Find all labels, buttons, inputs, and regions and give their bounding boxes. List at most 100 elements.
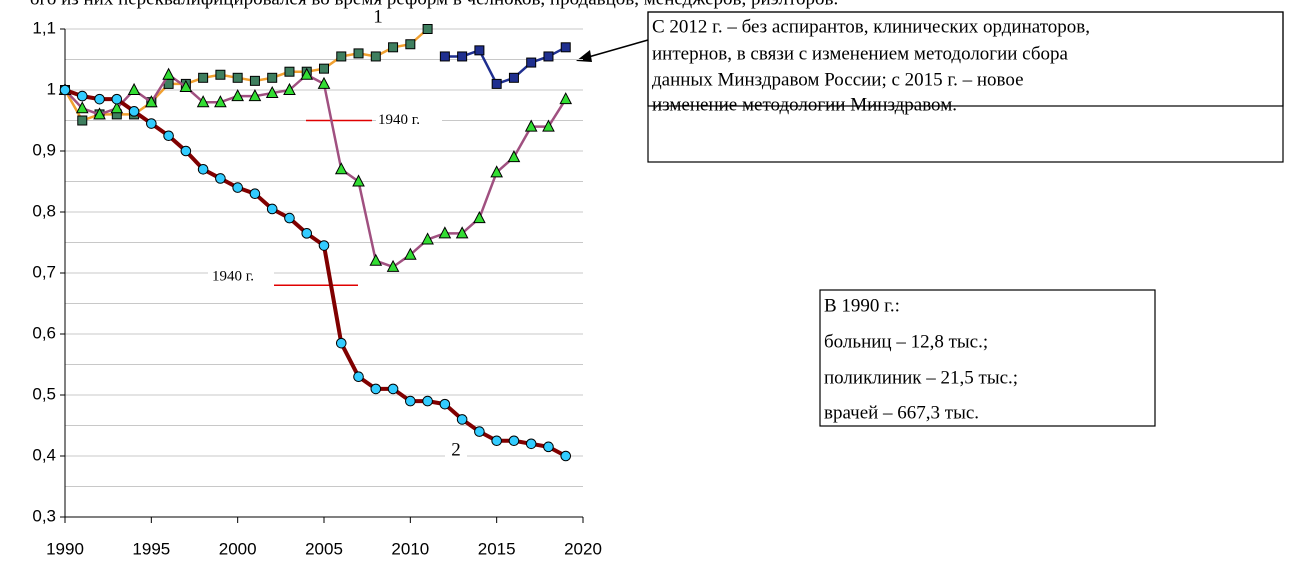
marker	[76, 90, 88, 102]
marker	[267, 72, 278, 83]
marker	[474, 426, 485, 437]
marker	[438, 226, 452, 239]
marker	[232, 72, 243, 83]
marker	[422, 395, 433, 407]
y-tick-label: 0,7	[32, 262, 56, 281]
info-line: врачей – 667,3 тыс.	[824, 402, 979, 423]
marker	[111, 93, 123, 105]
note-line: интернов, в связи с изменением методолог…	[652, 43, 1069, 64]
marker	[179, 79, 193, 92]
x-tick-label: 2005	[305, 539, 343, 558]
x-tick-label: 2015	[478, 539, 516, 558]
marker	[248, 89, 262, 102]
label-bg	[376, 110, 442, 131]
marker	[507, 150, 521, 163]
annotation: 1940 г.	[378, 112, 420, 128]
y-tick-label: 0,3	[32, 506, 56, 525]
marker	[110, 101, 124, 114]
plot: 0,3 0,4 0,5 0,6 0,7 0,8 0,9 1 1,1 1990 1995 2000 200…	[32, 6, 602, 558]
marker	[387, 383, 399, 395]
y-tick-label: 0,9	[32, 140, 56, 159]
annotation: 1	[373, 6, 383, 27]
marker	[388, 42, 399, 53]
x-tick-label: 2010	[391, 539, 429, 558]
marker	[439, 398, 451, 410]
marker	[543, 441, 554, 453]
marker	[404, 247, 417, 260]
marker	[421, 232, 434, 245]
marker	[560, 450, 572, 462]
annotation: 2	[451, 439, 461, 460]
marker	[300, 67, 314, 80]
marker	[490, 165, 503, 178]
marker	[455, 226, 469, 239]
info-box	[819, 289, 1156, 427]
marker	[197, 164, 209, 175]
x-tick-label: 1995	[132, 539, 170, 558]
series-line	[63, 28, 429, 122]
marker	[334, 162, 348, 175]
note-line: данных Минздравом России; с 2015 г. – но…	[652, 69, 1024, 90]
marker	[474, 45, 485, 56]
marker	[162, 67, 175, 80]
marker	[180, 145, 192, 157]
marker	[439, 51, 450, 62]
marker	[524, 119, 538, 132]
marker	[335, 337, 347, 349]
note-box	[647, 11, 1284, 107]
marker	[456, 414, 468, 425]
x-tick-label: 1990	[46, 539, 84, 558]
marker	[75, 101, 89, 114]
label-bg	[445, 439, 467, 463]
marker	[93, 107, 106, 120]
marker	[369, 253, 383, 266]
marker	[542, 119, 555, 132]
marker	[336, 51, 347, 62]
marker	[422, 24, 433, 34]
marker	[353, 48, 364, 59]
marker	[405, 395, 416, 407]
header-text: ого из них переквалифицировался во время…	[30, 0, 838, 9]
marker	[370, 383, 382, 395]
y-tick-label: 0,5	[32, 384, 56, 403]
marker	[559, 92, 573, 105]
arrow-head	[576, 50, 592, 62]
marker	[301, 228, 313, 239]
marker	[127, 82, 141, 95]
marker	[457, 51, 468, 62]
marker	[560, 42, 571, 53]
marker	[491, 78, 502, 89]
marker	[215, 69, 226, 80]
x-tick-label: 2000	[219, 539, 257, 558]
y-tick-label: 1	[47, 79, 56, 98]
marker	[525, 438, 537, 450]
annotation: 1940 г.	[212, 269, 254, 285]
marker	[526, 57, 537, 68]
marker	[284, 212, 295, 224]
marker	[146, 118, 157, 129]
arrow	[584, 39, 649, 59]
y-tick-label: 1,1	[32, 18, 56, 37]
marker	[508, 72, 519, 83]
marker	[196, 95, 210, 108]
note-box-frame	[647, 11, 1284, 163]
marker	[163, 130, 174, 142]
y-tick-label: 0,8	[32, 201, 56, 220]
marker	[232, 182, 243, 193]
marker	[353, 371, 364, 383]
marker	[473, 211, 486, 224]
marker	[319, 63, 329, 74]
marker	[214, 95, 227, 108]
marker	[231, 89, 244, 102]
marker	[249, 75, 260, 86]
marker	[94, 93, 105, 105]
marker	[317, 76, 331, 89]
x-tick-label: 2020	[564, 539, 602, 558]
marker	[352, 174, 365, 187]
marker	[370, 51, 381, 62]
note-line: С 2012 г. – без аспирантов, клинических …	[652, 16, 1090, 37]
marker	[543, 51, 554, 62]
marker	[386, 259, 400, 272]
marker	[266, 203, 278, 215]
